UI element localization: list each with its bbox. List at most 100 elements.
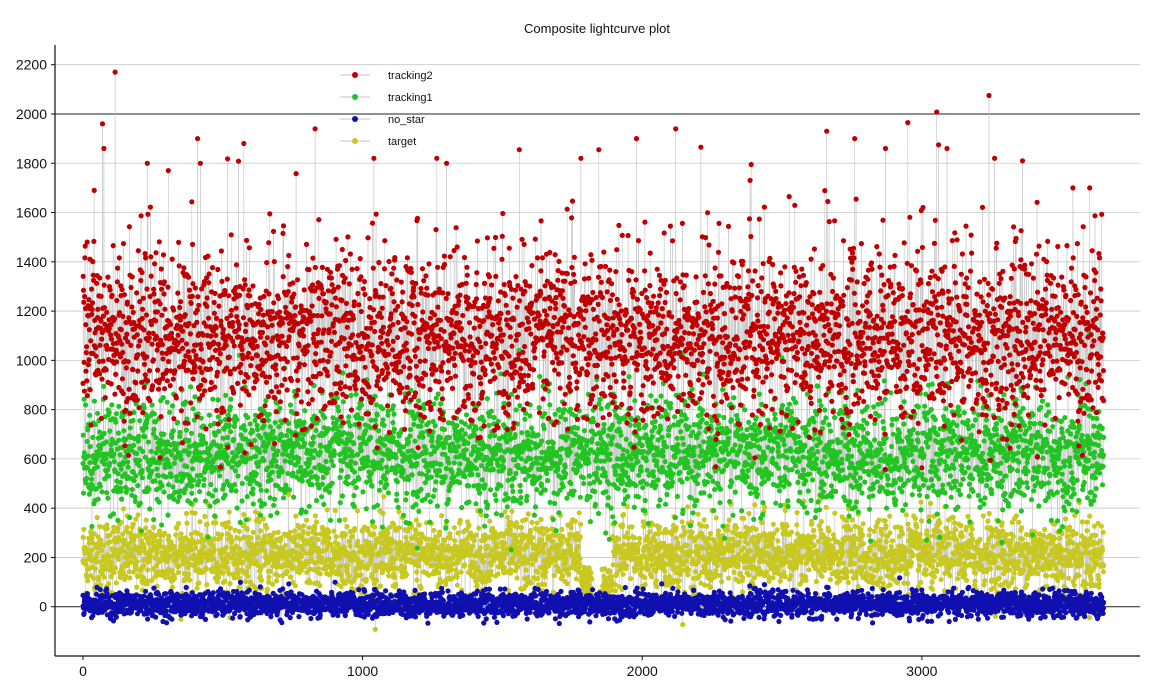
point-target — [679, 519, 685, 525]
point-target — [1019, 536, 1026, 542]
point-target — [477, 545, 483, 551]
point-target — [275, 573, 281, 579]
point-target — [201, 550, 207, 556]
point-target — [566, 571, 572, 578]
point-target — [702, 565, 708, 571]
point-target — [242, 534, 249, 540]
point-target — [707, 530, 714, 537]
point-target — [318, 531, 324, 537]
point-target — [141, 563, 147, 569]
point-target — [129, 547, 135, 553]
point-target — [136, 550, 143, 557]
point-target — [122, 573, 129, 579]
point-target — [320, 548, 326, 554]
point-target — [184, 520, 190, 526]
point-target — [818, 519, 825, 525]
point-target — [245, 573, 251, 579]
point-target — [106, 532, 113, 539]
point-target — [735, 563, 741, 569]
point-target — [853, 575, 859, 581]
point-target — [271, 530, 277, 536]
point-target — [157, 528, 163, 534]
point-target — [110, 529, 116, 535]
point-target — [621, 511, 627, 518]
point-target — [937, 520, 943, 526]
point-target — [147, 553, 153, 559]
point-target — [546, 551, 553, 557]
point-target — [1068, 562, 1075, 568]
point-target — [908, 560, 915, 566]
point-no_star — [163, 591, 169, 597]
point-target — [229, 537, 235, 544]
point-target — [154, 550, 160, 557]
point-target — [871, 574, 877, 580]
point-target — [179, 539, 186, 545]
point-target — [612, 582, 618, 588]
point-target — [794, 509, 800, 516]
point-target — [851, 541, 857, 547]
point-target — [400, 548, 406, 555]
point-target — [819, 573, 825, 579]
point-target — [640, 519, 646, 525]
point-target — [997, 565, 1003, 571]
point-target — [840, 549, 846, 555]
point-target — [372, 626, 378, 632]
point-target — [550, 539, 556, 545]
point-target — [452, 538, 458, 544]
point-target — [559, 573, 566, 579]
point-target — [987, 566, 994, 572]
point-target — [746, 510, 752, 517]
point-target — [263, 552, 269, 558]
point-target — [914, 524, 920, 530]
point-target — [964, 577, 970, 584]
point-target — [753, 526, 759, 533]
point-target — [201, 544, 207, 550]
point-target — [1084, 528, 1090, 534]
point-target — [116, 550, 122, 556]
point-target — [1001, 551, 1007, 557]
point-target — [113, 580, 119, 586]
point-target — [493, 550, 499, 556]
point-target — [811, 527, 817, 534]
point-target — [1063, 516, 1069, 522]
point-target — [903, 512, 910, 518]
point-target — [886, 566, 893, 572]
point-target — [85, 578, 91, 584]
point-target — [416, 522, 422, 528]
point-target — [962, 572, 968, 578]
point-target — [530, 535, 536, 541]
point-target — [685, 504, 691, 510]
point-target — [135, 512, 141, 518]
point-target — [858, 527, 864, 533]
point-target — [739, 589, 746, 595]
point-no_star — [421, 591, 428, 597]
point-target — [152, 555, 158, 561]
point-target — [198, 532, 204, 538]
point-target — [777, 578, 783, 584]
point-target — [447, 535, 453, 541]
point-target — [193, 561, 199, 567]
point-target — [682, 529, 688, 535]
point-target — [1019, 525, 1025, 531]
point-target — [931, 558, 937, 564]
point-target — [447, 531, 453, 537]
point-target — [95, 534, 101, 540]
point-target — [347, 543, 353, 549]
point-target — [929, 586, 936, 592]
point-target — [261, 533, 268, 539]
point-target — [676, 578, 682, 584]
point-target — [535, 569, 541, 576]
point-no_star — [440, 598, 447, 604]
point-target — [972, 570, 979, 576]
point-target — [317, 571, 323, 577]
point-target — [969, 536, 976, 542]
point-target — [199, 559, 205, 565]
point-target — [302, 550, 308, 556]
point-target — [273, 578, 280, 584]
point-target — [542, 541, 548, 547]
point-target — [936, 550, 943, 556]
point-target — [855, 583, 861, 590]
point-no_star — [151, 585, 157, 591]
point-target — [181, 543, 187, 549]
